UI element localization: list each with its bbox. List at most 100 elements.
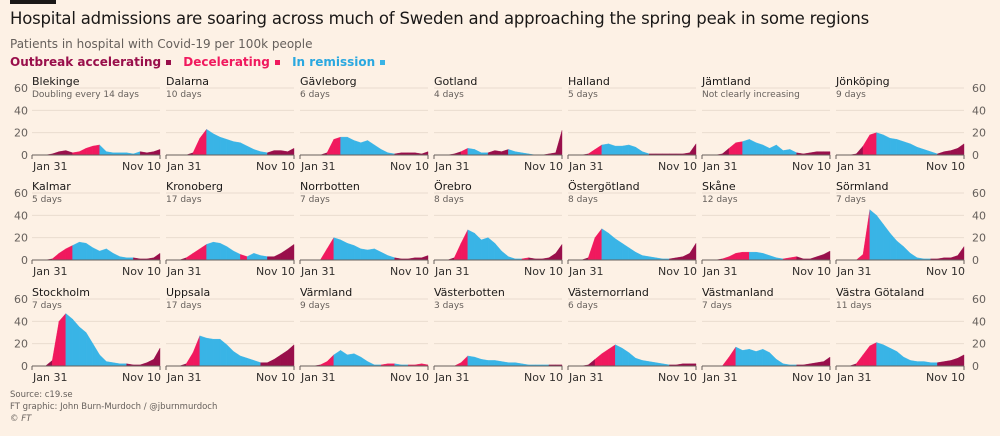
area-segment: [728, 142, 737, 156]
area-segment: [320, 361, 328, 367]
area-segment: [454, 362, 462, 367]
area-segment: [367, 361, 375, 367]
area-segment: [273, 354, 282, 367]
panel-note: 4 days: [434, 90, 464, 100]
legend-swatch: [274, 60, 280, 65]
panel-title: Skåne: [702, 180, 736, 193]
area-segment: [79, 326, 87, 367]
area-segment: [594, 144, 603, 156]
area-segment: [862, 134, 871, 156]
x-tick-label-end: Nov 10: [524, 371, 563, 384]
area-segment: [467, 355, 475, 367]
area-segment: [79, 241, 87, 261]
area-segment: [112, 252, 121, 261]
area-segment: [721, 356, 730, 367]
area-segment: [762, 253, 770, 261]
x-tick-label-end: Nov 10: [390, 160, 429, 173]
area-segment: [869, 132, 877, 156]
area-segment: [742, 349, 750, 367]
y-tick-label-left: 20: [14, 232, 28, 245]
area-segment: [655, 362, 663, 367]
y-tick-label-left: 20: [14, 338, 28, 351]
area-segment: [615, 238, 623, 261]
ft-brand-bar: [10, 0, 56, 4]
panel-note: 11 days: [836, 301, 872, 311]
area-segment: [192, 138, 201, 156]
area-segment: [85, 331, 94, 367]
area-segment: [240, 254, 248, 261]
x-tick-label-start: Jan 31: [434, 265, 469, 278]
area-segment: [333, 237, 341, 261]
area-segment: [910, 360, 918, 367]
x-tick-label-start: Jan 31: [300, 160, 335, 173]
area-segment: [903, 246, 911, 261]
area-segment: [896, 240, 904, 261]
y-tick-label-left: 0: [21, 254, 28, 267]
area-segment: [823, 250, 831, 261]
area-segment: [139, 362, 148, 367]
area-segment: [72, 318, 80, 367]
area-segment: [460, 147, 469, 156]
area-segment: [728, 346, 737, 367]
panel-title: Västernorrland: [568, 286, 649, 299]
x-tick-label-end: Nov 10: [658, 371, 697, 384]
x-tick-label-end: Nov 10: [926, 371, 965, 384]
area-segment: [689, 143, 697, 156]
area-segment: [226, 246, 234, 261]
area-segment: [883, 134, 891, 156]
area-segment: [226, 344, 234, 367]
area-segment: [58, 248, 67, 261]
area-segment: [648, 256, 657, 261]
area-segment: [642, 255, 650, 261]
area-segment: [856, 354, 864, 367]
y-tick-label-left: 40: [14, 104, 28, 117]
panel-note: 8 days: [434, 195, 464, 205]
area-segment: [192, 335, 201, 367]
area-segment: [628, 144, 636, 156]
area-segment: [467, 229, 475, 261]
y-tick-label-right: 60: [972, 187, 986, 200]
area-segment: [287, 147, 295, 156]
area-segment: [360, 356, 368, 367]
x-tick-label-end: Nov 10: [256, 160, 295, 173]
area-segment: [735, 251, 743, 261]
area-segment: [474, 356, 482, 367]
panel-title: Sörmland: [836, 180, 889, 193]
panel-title: Dalarna: [166, 75, 209, 88]
area-segment: [943, 150, 952, 156]
area-segment: [112, 362, 121, 367]
x-tick-label-start: Jan 31: [568, 160, 603, 173]
area-segment: [233, 141, 241, 156]
panel-note: 17 days: [166, 195, 202, 205]
panel-title: Stockholm: [32, 286, 90, 299]
area-segment: [789, 256, 797, 261]
area-segment: [199, 128, 207, 156]
area-segment: [682, 252, 690, 261]
area-segment: [387, 255, 395, 261]
area-segment: [957, 245, 965, 261]
x-tick-label-end: Nov 10: [122, 265, 161, 278]
area-segment: [615, 145, 623, 156]
area-segment: [923, 149, 931, 156]
area-segment: [950, 148, 958, 156]
area-segment: [374, 248, 382, 261]
x-tick-label-end: Nov 10: [792, 371, 831, 384]
panel-note: Doubling every 14 days: [32, 90, 139, 100]
area-segment: [52, 151, 60, 156]
area-segment: [139, 151, 148, 156]
x-tick-label-end: Nov 10: [792, 265, 831, 278]
area-segment: [943, 360, 952, 367]
panel-title: Örebro: [434, 180, 472, 193]
y-tick-label-right: 40: [972, 104, 986, 117]
area-segment: [246, 357, 255, 367]
area-segment: [213, 133, 221, 156]
area-segment: [883, 344, 891, 367]
y-tick-label-left: 40: [14, 209, 28, 222]
area-segment: [79, 147, 87, 156]
y-tick-label-right: 20: [972, 338, 986, 351]
area-segment: [508, 256, 516, 261]
x-tick-label-start: Jan 31: [166, 265, 201, 278]
area-segment: [333, 136, 341, 156]
area-segment: [106, 361, 114, 367]
area-segment: [642, 360, 650, 367]
